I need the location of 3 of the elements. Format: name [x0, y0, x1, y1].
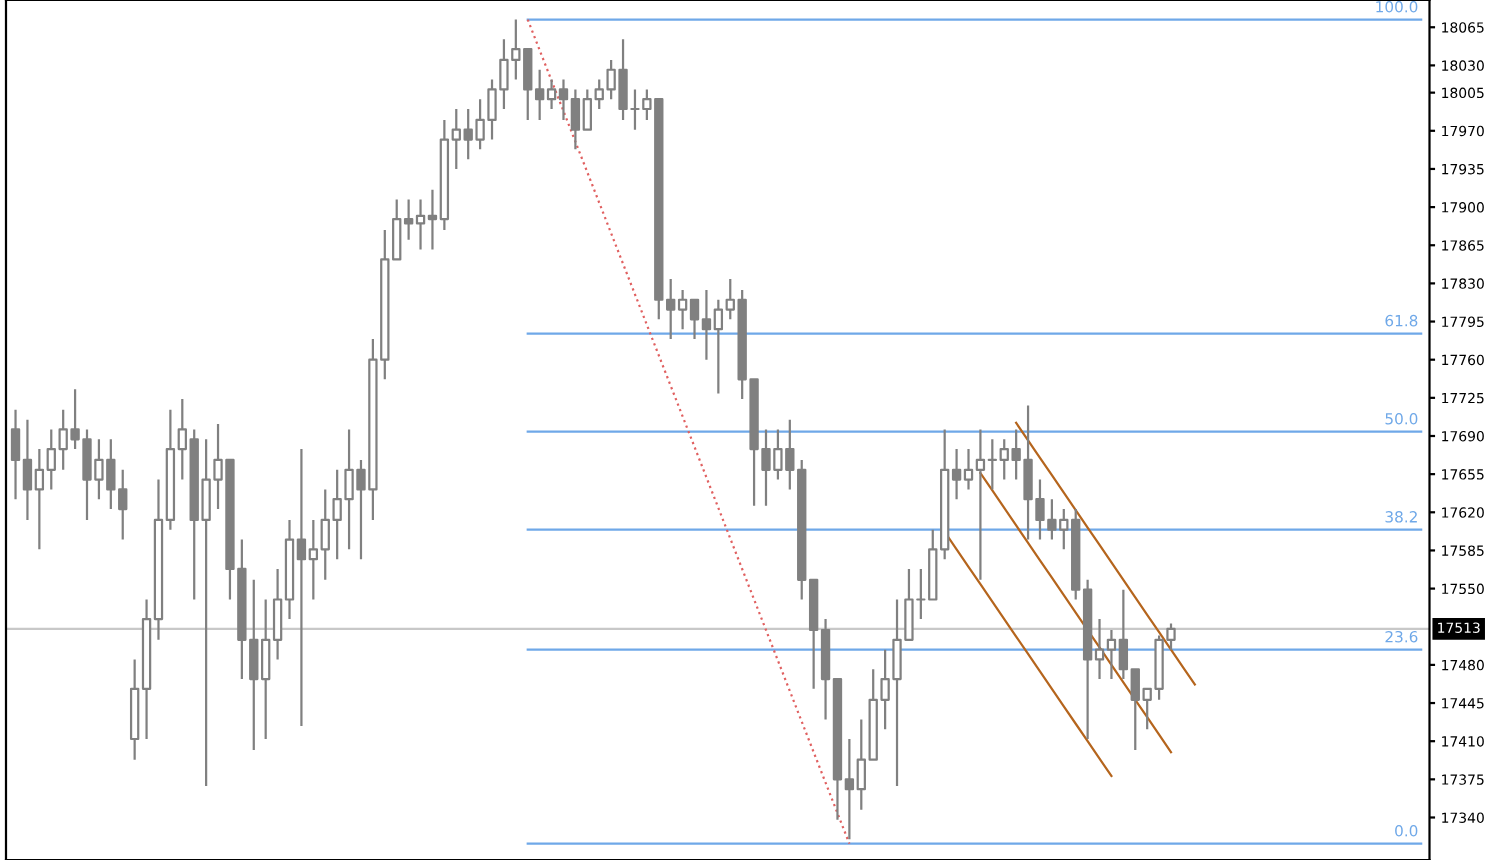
line-series [979, 471, 1173, 754]
line-series [1015, 421, 1196, 686]
line-series [526, 18, 851, 845]
